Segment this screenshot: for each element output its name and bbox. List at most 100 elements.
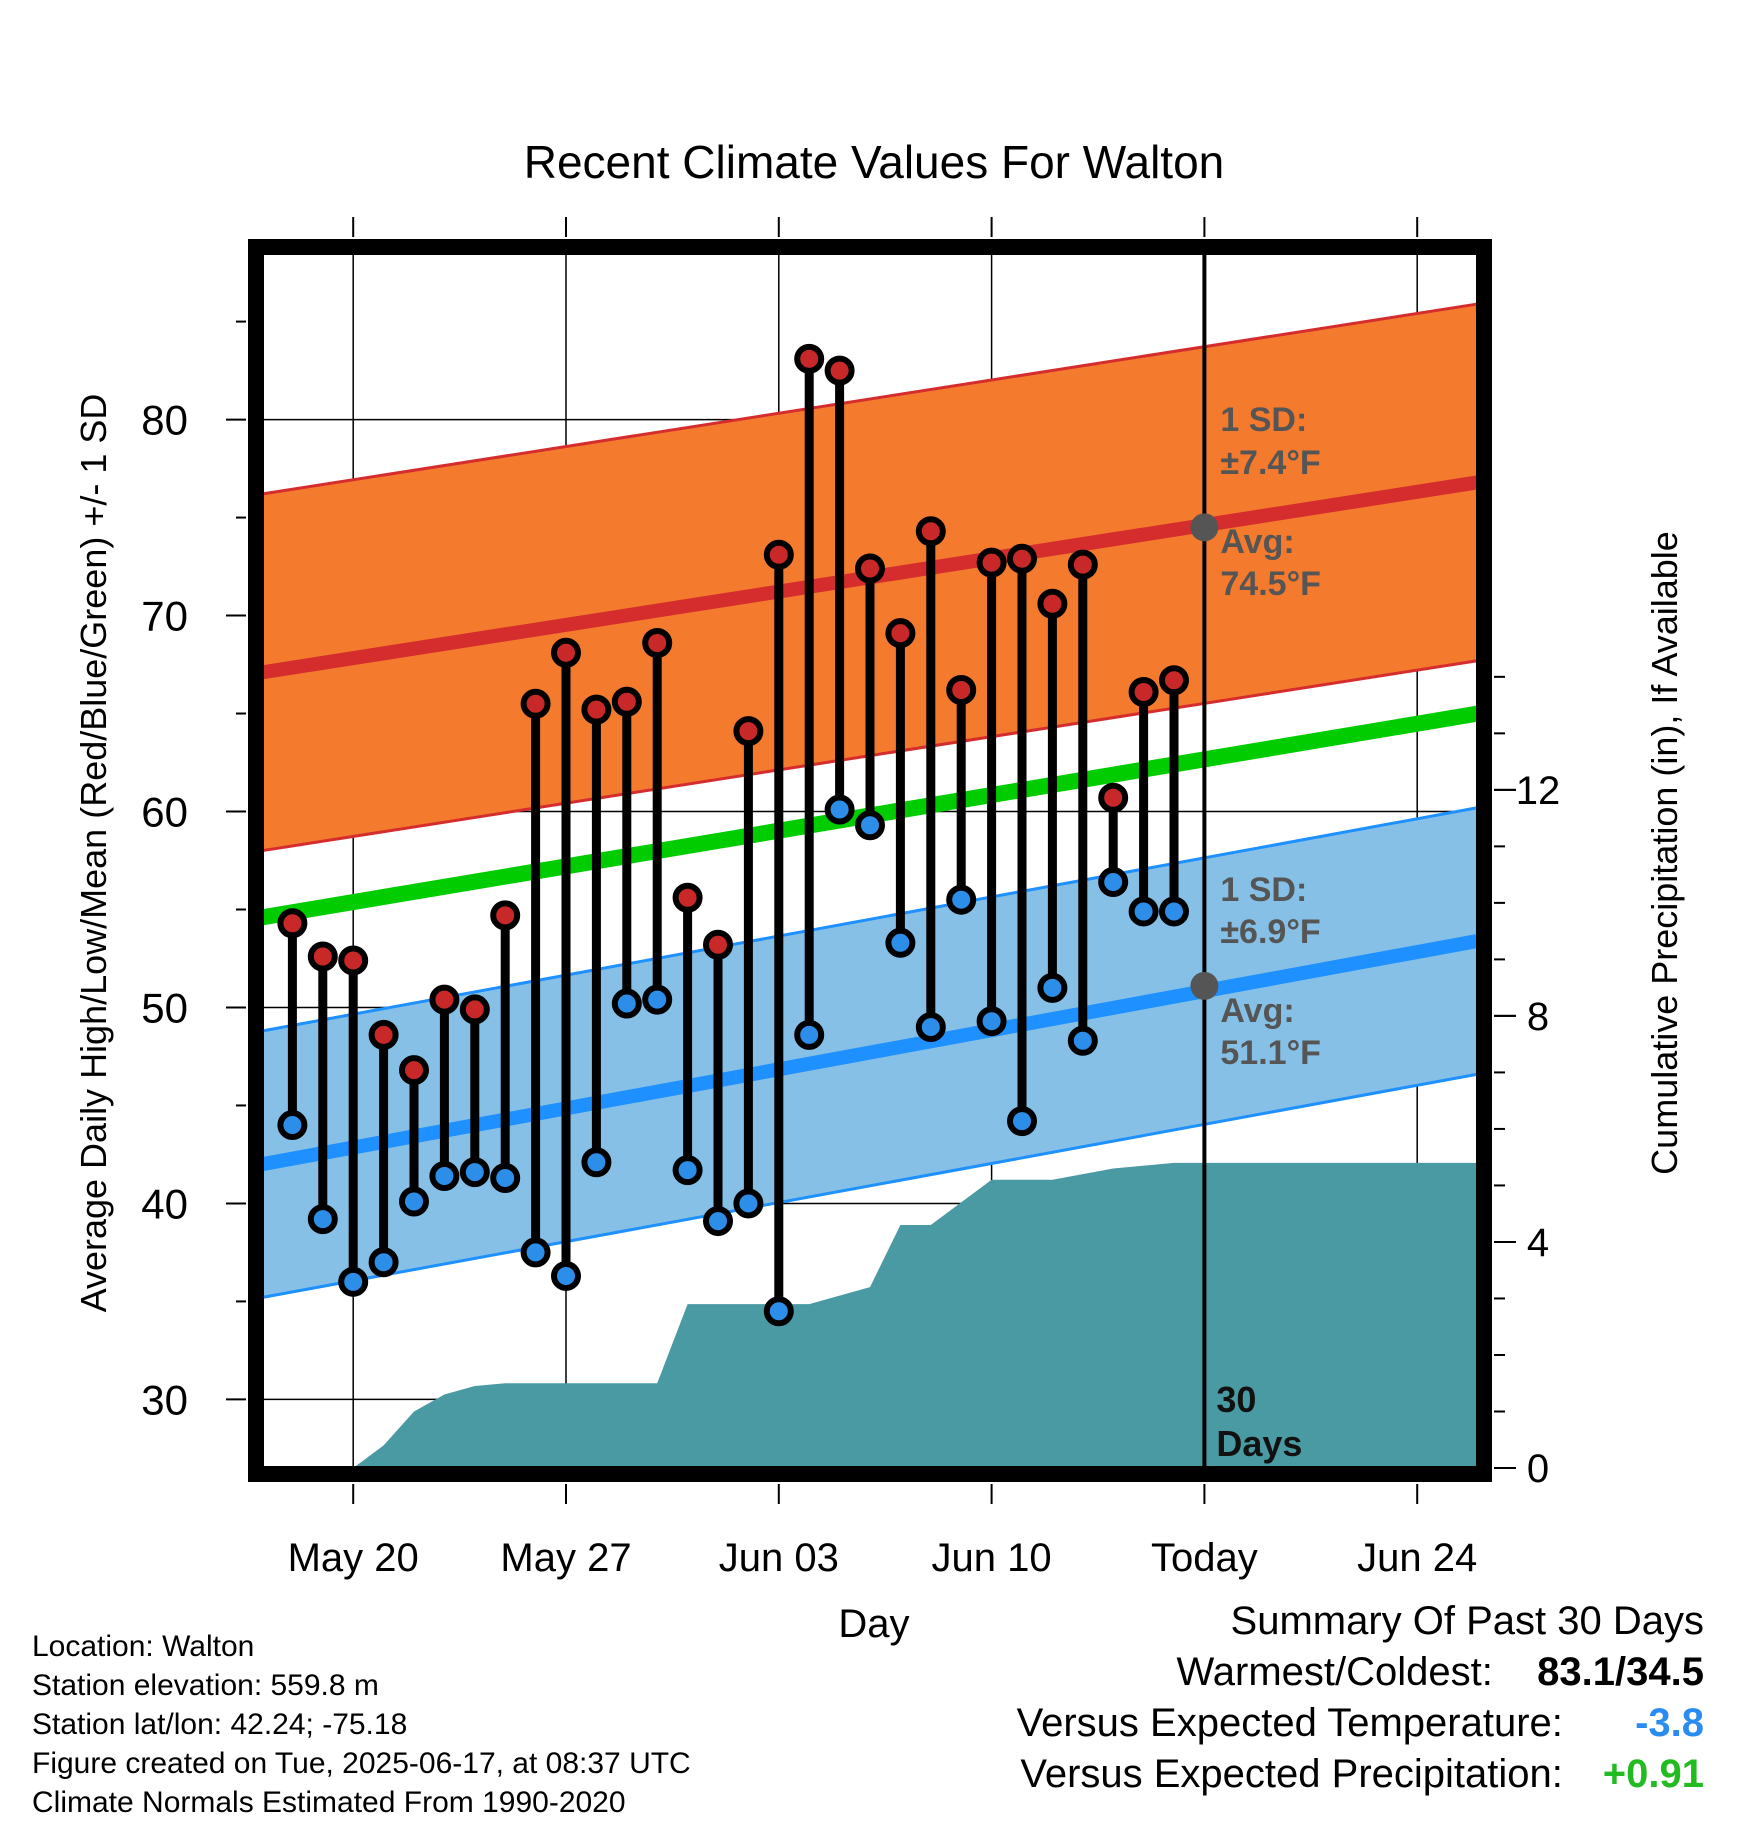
today-line <box>1190 253 1219 1468</box>
daily-low-dot <box>429 1161 460 1192</box>
y-axis-label: Average Daily High/Low/Mean (Red/Blue/Gr… <box>73 394 114 1313</box>
precip-label: Versus Expected Precipitation: <box>1020 1752 1563 1796</box>
daily-high-dot <box>1159 665 1189 696</box>
daily-low-dot <box>459 1157 490 1188</box>
temp-value: -3.8 <box>1635 1701 1704 1745</box>
today-low-avg-dot <box>1190 971 1219 1000</box>
axes: 30 40 50 60 70 80 0 4 8 12 May 20 May 27 Jun 03 Jun 1… <box>141 217 1560 1580</box>
y2-tick-label: 8 <box>1527 995 1549 1039</box>
daily-high-dot <box>763 539 794 570</box>
daily-observations <box>277 343 1189 1327</box>
precip-area <box>353 1162 1479 1468</box>
daily-high-dot <box>520 688 551 719</box>
daily-high-dot <box>1098 782 1129 813</box>
daily-high-dot <box>703 929 733 960</box>
daily-high-dot <box>733 716 764 747</box>
daily-low-dot <box>794 1019 825 1050</box>
daily-high-dot <box>946 675 977 706</box>
low-sd-title: 1 SD: <box>1220 871 1307 909</box>
y2-tick-label: 12 <box>1516 769 1561 813</box>
daily-high-dot <box>672 882 703 913</box>
x-axis-label: Day <box>838 1602 909 1646</box>
daily-high-dot <box>976 547 1007 578</box>
daily-high-dot <box>1007 543 1037 574</box>
low-sd-band-lower-edge <box>261 1072 1479 1299</box>
daily-high-dot <box>551 637 581 668</box>
daily-low-dot <box>581 1147 612 1178</box>
summary-precip-row: Versus Expected Precipitation: +0.91 <box>1017 1749 1704 1800</box>
today-high-avg-dot <box>1190 513 1219 542</box>
normal-low-line <box>260 933 1480 1172</box>
chart-title: Recent Climate Values For Walton <box>524 136 1225 188</box>
x-tick-label: May 27 <box>500 1536 631 1580</box>
daily-low-dot <box>1098 867 1129 898</box>
created-text: Figure created on Tue, 2025-06-17, at 08… <box>32 1747 691 1780</box>
summary-warmest-row: Warmest/Coldest: 83.1/34.5 <box>1017 1647 1705 1698</box>
warmest-label: Warmest/Coldest: <box>1176 1650 1493 1694</box>
daily-low-dot <box>1128 896 1159 927</box>
daily-high-dot <box>611 686 642 717</box>
low-avg-value: 51.1°F <box>1220 1034 1321 1072</box>
daily-low-dot <box>307 1204 338 1235</box>
normals-text: Climate Normals Estimated From 1990-2020 <box>32 1786 626 1819</box>
y2-axis-label: Cumulative Precipitation (in), If Availa… <box>1644 531 1685 1175</box>
daily-low-dot <box>551 1260 581 1291</box>
summary-title: Summary Of Past 30 Days <box>1230 1599 1704 1643</box>
y-tick-label: 60 <box>141 789 188 836</box>
days-number: 30 <box>1216 1379 1256 1420</box>
daily-high-dot <box>490 900 521 931</box>
daily-high-dot <box>459 994 490 1025</box>
high-sd-value: ±7.4°F <box>1220 444 1320 482</box>
daily-low-dot <box>763 1296 794 1327</box>
y-tick-label: 70 <box>141 593 188 640</box>
daily-high-dot <box>855 553 885 584</box>
daily-low-dot <box>733 1188 764 1219</box>
y2-tick-label: 0 <box>1527 1447 1549 1491</box>
x-tick-label: Jun 24 <box>1357 1536 1477 1580</box>
summary-temp-row: Versus Expected Temperature: -3.8 <box>1017 1698 1704 1749</box>
high-sd-title: 1 SD: <box>1220 401 1307 439</box>
high-avg-value: 74.5°F <box>1220 565 1321 603</box>
daily-low-dot <box>915 1012 946 1043</box>
daily-high-dot <box>429 984 460 1015</box>
daily-low-dot <box>642 984 673 1015</box>
cumulative-precip-area <box>353 1162 1479 1468</box>
daily-low-dot <box>824 794 855 825</box>
daily-low-dot <box>611 988 642 1019</box>
daily-high-dot <box>277 908 308 939</box>
x-tick-label: Today <box>1151 1536 1258 1580</box>
y2-tick-label: 4 <box>1527 1221 1549 1265</box>
location-text: Location: Walton <box>32 1630 255 1663</box>
daily-high-dot <box>1037 588 1068 619</box>
station-info: Location: Walton Station elevation: 559.… <box>32 1627 691 1822</box>
daily-low-dot <box>1159 896 1189 927</box>
daily-low-dot <box>946 884 977 915</box>
x-tick-label: Jun 10 <box>932 1536 1052 1580</box>
daily-high-dot <box>581 694 612 725</box>
band-annotations: 1 SD: ±7.4°F Avg: 74.5°F 1 SD: ±6.9°F Avg: 51.1… <box>1216 401 1321 1464</box>
y-tick-label: 30 <box>141 1376 188 1423</box>
daily-low-dot <box>672 1155 703 1186</box>
daily-low-dot <box>1067 1025 1098 1056</box>
daily-high-dot <box>642 627 673 658</box>
daily-high-dot <box>338 945 369 976</box>
high-sd-band-upper-edge <box>261 302 1479 496</box>
warmest-value: 83.1/34.5 <box>1537 1650 1704 1694</box>
daily-low-dot <box>976 1006 1007 1037</box>
latlon-text: Station lat/lon: 42.24; -75.18 <box>32 1708 408 1741</box>
y-tick-label: 40 <box>141 1180 188 1227</box>
daily-high-dot <box>794 343 825 374</box>
daily-high-dot <box>885 618 916 649</box>
daily-low-dot <box>855 810 885 841</box>
daily-high-dot <box>399 1055 429 1086</box>
daily-low-dot <box>368 1247 399 1278</box>
x-tick-label: Jun 03 <box>719 1536 839 1580</box>
temp-label: Versus Expected Temperature: <box>1016 1701 1563 1745</box>
days-word: Days <box>1216 1423 1302 1464</box>
y-tick-label: 80 <box>141 397 188 444</box>
daily-high-dot <box>1067 549 1098 580</box>
low-avg-title: Avg: <box>1220 992 1294 1030</box>
daily-low-dot <box>703 1206 733 1237</box>
daily-low-dot <box>277 1110 308 1141</box>
